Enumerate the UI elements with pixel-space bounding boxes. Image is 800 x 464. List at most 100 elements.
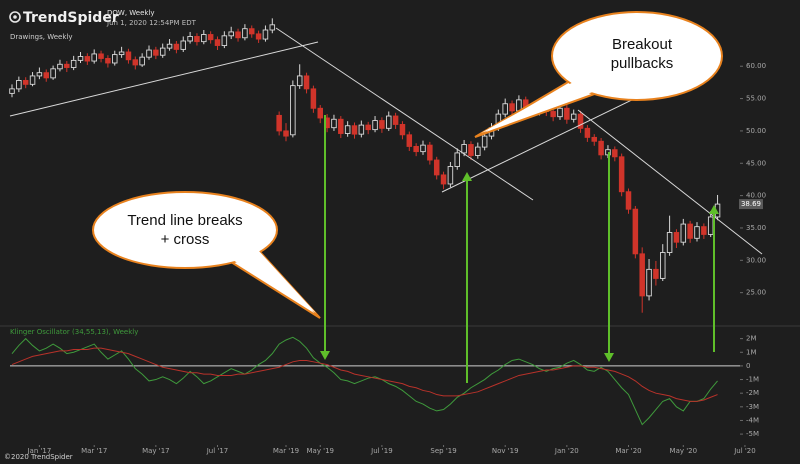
candle-body: [701, 226, 707, 235]
y-tick-label: 0: [746, 362, 750, 370]
candle-body: [290, 85, 296, 136]
candle-body: [283, 130, 289, 137]
candle-body: [331, 118, 337, 129]
candle-body: [509, 103, 515, 112]
candle-body: [680, 223, 687, 243]
arrow-head: [709, 205, 719, 214]
candle-body: [372, 120, 378, 131]
y-tick-label: -3M: [746, 403, 759, 411]
candle-body: [29, 75, 36, 85]
candle-body: [22, 80, 29, 85]
candle-body: [262, 29, 269, 40]
candle-body: [406, 134, 413, 147]
candle-body: [70, 59, 77, 68]
candle-body: [77, 56, 84, 61]
candle-body: [303, 75, 310, 90]
x-tick-label: Jan '20: [554, 447, 579, 455]
candle-body: [379, 120, 385, 129]
candle-body: [173, 43, 180, 50]
candle-body: [214, 39, 221, 46]
candle-body: [84, 56, 91, 62]
candle-body: [159, 47, 166, 56]
candle-body: [660, 252, 666, 279]
x-tick-label: May '20: [670, 447, 698, 455]
candle-body: [481, 135, 488, 148]
candle-body: [605, 149, 611, 156]
candle-body: [632, 208, 639, 255]
y-tick-label: -2M: [746, 389, 759, 397]
arrow-head: [320, 351, 330, 360]
x-tick-label: Jan '17: [26, 447, 51, 455]
y-tick-label: 35.00: [746, 224, 766, 232]
y-tick-label: 50.00: [746, 127, 766, 135]
candle-body: [612, 149, 618, 158]
candle-body: [139, 56, 145, 66]
footer: ©2020 TrendSpider: [4, 453, 73, 461]
candle-body: [618, 156, 625, 193]
candle-body: [105, 58, 111, 64]
candle-body: [43, 72, 50, 79]
candle-body: [194, 36, 200, 43]
candle-body: [468, 144, 474, 156]
symbol: DOW, Weekly: [107, 9, 155, 17]
candle-body: [310, 88, 317, 109]
candle-body: [125, 51, 132, 61]
y-tick-label: 30.00: [746, 256, 766, 264]
logo: TrendSpider: [23, 10, 119, 26]
x-tick-label: Jul '17: [206, 447, 229, 455]
candle-body: [166, 43, 173, 49]
arrow-head: [462, 172, 472, 181]
candle-body: [646, 268, 652, 297]
trend-line: [441, 97, 637, 193]
candle-body: [639, 253, 645, 297]
trend-line: [9, 41, 319, 117]
candle-body: [248, 28, 255, 35]
candle-body: [440, 174, 447, 185]
trend-line: [275, 27, 534, 201]
indicator-title: Klinger Oscillator (34,55,13), Weekly: [10, 328, 138, 336]
candle-body: [666, 232, 673, 253]
candle-body: [296, 75, 303, 87]
callout: Breakout pullbacks: [474, 11, 723, 138]
x-tick-label: Jul '19: [370, 447, 393, 455]
candle-body: [228, 31, 234, 37]
x-tick-label: May '19: [306, 447, 334, 455]
y-tick-label: 40.00: [746, 192, 766, 200]
candle-body: [399, 123, 406, 136]
candle-body: [653, 268, 659, 279]
y-tick-label: -5M: [746, 430, 759, 438]
candle-body: [420, 144, 426, 153]
x-tick-label: Mar '19: [273, 447, 299, 455]
last-price-box: [739, 199, 763, 210]
y-tick-label: -4M: [746, 416, 759, 424]
candle-body: [694, 226, 700, 239]
candle-body: [111, 54, 118, 64]
candle-body: [269, 24, 276, 31]
candle-body: [207, 34, 214, 41]
candle-body: [591, 136, 598, 142]
y-tick-label: 2M: [746, 335, 757, 343]
callout-text: Breakout: [612, 36, 673, 53]
candle-body: [98, 53, 104, 59]
candle-body: [365, 124, 371, 131]
candle-body: [344, 125, 351, 134]
candle-body: [577, 113, 584, 129]
candle-body: [118, 51, 125, 56]
candle-body: [687, 223, 693, 239]
candle-body: [550, 111, 556, 118]
candle-body: [242, 28, 248, 39]
subtitle: Drawings, Weekly: [10, 33, 72, 41]
candle-body: [447, 166, 454, 185]
y-tick-label: 60.00: [746, 62, 766, 70]
x-tick-label: Sep '19: [430, 447, 456, 455]
candle-body: [9, 88, 15, 94]
candle-body: [180, 40, 186, 50]
candle-body: [413, 145, 419, 153]
x-tick-label: Nov '19: [492, 447, 519, 455]
y-tick-label: 55.00: [746, 95, 766, 103]
x-tick-label: May '17: [142, 447, 170, 455]
candle-body: [57, 63, 63, 70]
plot-area: 25.00 30.00 35.00 40.00 45.00 50.00 55.00 60.00…: [9, 18, 766, 455]
candle-body: [427, 144, 433, 161]
